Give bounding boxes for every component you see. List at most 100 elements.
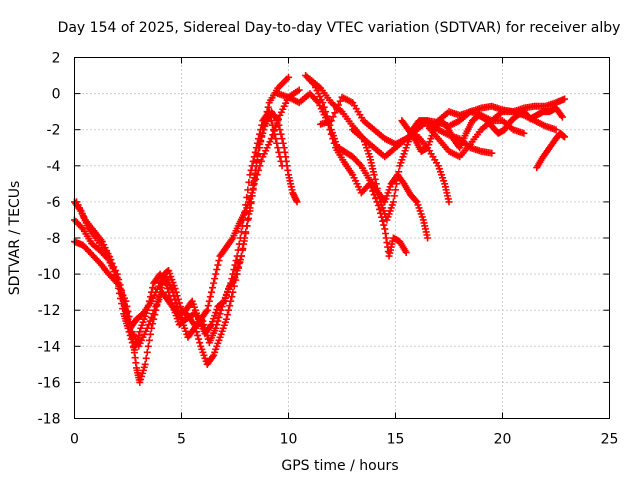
data-point [243,193,251,201]
data-point [215,257,223,265]
y-tick-labels: 2 0 -2 -4 -6 -8 -10 -12 -14 -16 -18 [38,51,61,428]
data-point [163,281,171,289]
data-point [115,289,123,297]
data-point [141,360,149,368]
data-point [108,260,116,268]
data-point [148,288,156,296]
data-point [241,234,249,242]
data-point [256,140,264,148]
data-point [142,354,150,362]
data-point [126,331,134,339]
data-point [134,335,142,343]
data-point [127,335,135,343]
data-point [319,99,327,107]
series-track-10 [424,95,569,161]
data-point [214,317,222,325]
data-point [228,236,236,244]
data-point [145,321,153,329]
y-axis-label: SDTVAR / TECUs [7,181,23,296]
data-point [146,293,154,301]
data-point [217,306,225,314]
data-point [488,149,496,157]
data-point [257,137,265,145]
data-point [273,139,281,147]
data-point [205,297,213,305]
data-point [166,292,174,300]
data-point [375,193,383,201]
data-point [313,97,321,105]
data-point [267,135,275,143]
data-point [246,171,254,179]
data-point [133,339,141,347]
data-point [211,275,219,283]
y-tick-label: -2 [47,123,61,139]
data-point [557,112,565,120]
data-point [259,129,267,137]
data-point [242,228,250,236]
data-point [125,328,133,336]
data-point [356,160,364,168]
data-point [247,198,255,206]
data-point [258,121,266,129]
data-point [117,294,125,302]
y-tick-label: 0 [52,87,61,103]
data-point [327,117,335,125]
data-point [370,171,378,179]
x-tick-labels: 0 5 10 15 20 25 [70,432,618,448]
data-point [333,105,341,113]
data-point [373,184,381,192]
data-point [380,221,388,229]
data-point [249,186,257,194]
data-point [118,300,126,308]
data-point [394,174,402,182]
data-point [402,248,410,256]
data-point [329,113,337,121]
data-point [176,303,184,311]
data-point [238,246,246,254]
data-point [109,263,117,271]
data-point [145,297,153,305]
data-point [143,306,151,314]
data-point [558,113,566,121]
y-tick-label: -6 [47,195,61,211]
data-point [372,194,380,202]
data-point [269,131,277,139]
data-point [331,109,339,117]
data-point [216,310,224,318]
data-point [231,274,239,282]
data-point [207,288,215,296]
data-point [123,302,131,310]
y-tick-label: -10 [38,267,61,283]
data-point [228,293,236,301]
data-point [260,126,268,134]
data-point [320,103,328,111]
data-point [233,266,241,274]
data-point [379,217,387,225]
data-point [200,321,208,329]
data-point [213,266,221,274]
data-point [253,151,261,159]
data-point [146,317,154,325]
data-point [255,166,263,174]
data-point [244,216,252,224]
data-point [257,157,265,165]
data-point [235,259,243,267]
data-point [445,198,453,206]
data-point [148,313,156,321]
data-point [295,86,303,94]
data-point [149,310,157,318]
data-point [561,133,569,141]
data-point [113,279,121,287]
data-point [111,271,119,279]
data-point [150,306,158,314]
data-point [201,324,209,332]
data-point [392,186,399,194]
data-point [171,285,179,293]
data-point [112,275,120,283]
data-point [167,295,175,303]
data-point [227,297,235,305]
y-tick-label: -16 [38,375,61,391]
data-point [124,324,132,332]
